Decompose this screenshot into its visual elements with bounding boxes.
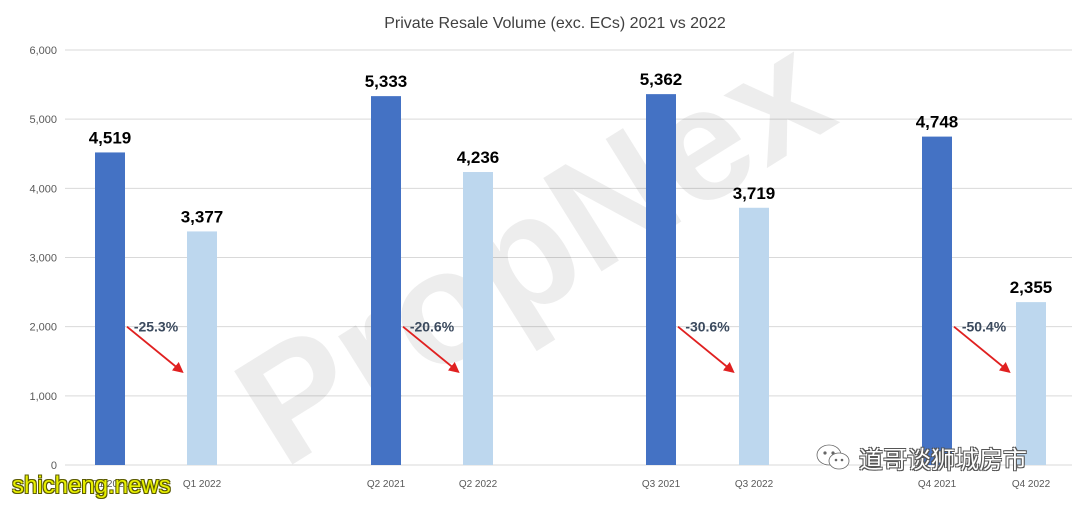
y-tick-label: 4,000	[29, 183, 57, 195]
bar	[922, 136, 952, 465]
bars	[95, 94, 1046, 466]
data-label: 3,719	[733, 184, 776, 203]
decline-arrow	[677, 325, 735, 373]
data-label: 3,377	[181, 207, 224, 226]
data-label: 4,519	[89, 128, 132, 147]
decline-arrow	[953, 325, 1011, 373]
y-tick-label: 2,000	[29, 322, 57, 334]
change-label: -30.6%	[685, 319, 730, 335]
bar	[739, 207, 769, 465]
change-label: -25.3%	[134, 319, 179, 335]
x-tick-label: Q4 2021	[918, 479, 957, 490]
x-tick-label: Q2 2021	[367, 479, 406, 490]
decline-arrow	[126, 325, 184, 373]
bar	[187, 231, 217, 465]
labels: 0 1,000 2,000 3,000 4,000 5,000 6,000 4,519 Q1 2…	[29, 45, 1052, 490]
data-label: 5,333	[365, 72, 408, 91]
wechat-account-name: 道哥谈狮城房市	[859, 446, 1027, 474]
wechat-icon	[815, 443, 850, 469]
gridlines	[65, 49, 1072, 466]
bar	[646, 94, 676, 466]
y-tick-label: 6,000	[29, 45, 57, 57]
decline-arrow	[402, 325, 460, 373]
wechat-watermark: 道哥谈狮城房市	[815, 440, 1027, 475]
x-tick-label: Q1 2021	[91, 479, 130, 490]
y-tick-label: 1,000	[29, 391, 57, 403]
data-label: 5,362	[640, 70, 683, 89]
bar	[95, 152, 125, 465]
y-tick-label: 3,000	[29, 253, 57, 265]
x-tick-label: Q2 2022	[459, 479, 498, 490]
site-watermark: shicheng.news	[12, 472, 171, 499]
y-tick-label: 5,000	[29, 114, 57, 126]
bar	[1016, 302, 1046, 465]
change-label: -50.4%	[962, 319, 1007, 335]
x-tick-label: Q3 2021	[642, 479, 681, 490]
y-tick-label: 0	[51, 460, 57, 472]
data-label: 2,355	[1010, 278, 1053, 297]
data-label: 4,236	[457, 148, 500, 167]
change-arrows	[126, 325, 1011, 373]
x-tick-label: Q3 2022	[735, 479, 774, 490]
bar	[371, 96, 401, 466]
bar	[463, 172, 493, 465]
x-tick-label: Q4 2022	[1012, 479, 1051, 490]
chart-title: Private Resale Volume (exc. ECs) 2021 vs…	[384, 15, 726, 32]
x-tick-label: Q1 2022	[183, 479, 222, 490]
data-label: 4,748	[916, 113, 959, 132]
change-label: -20.6%	[410, 319, 455, 335]
